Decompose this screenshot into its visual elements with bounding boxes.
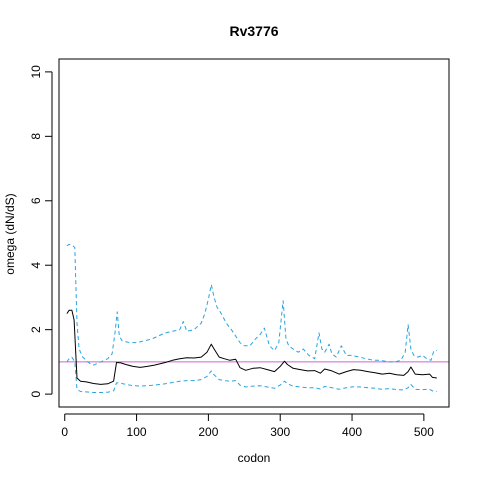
x-tick-label: 400 [342,425,362,439]
x-axis: 0 100 200 300 400 500 [61,413,434,439]
y-axis: 0 2 4 6 8 10 [29,65,53,397]
y-tick-label: 8 [29,133,43,140]
y-tick-label: 2 [29,326,43,333]
x-tick-label: 500 [414,425,434,439]
x-tick-label: 200 [198,425,218,439]
y-axis-label: omega (dN/dS) [3,193,17,274]
x-tick-label: 100 [127,425,147,439]
chart-title: Rv3776 [229,23,278,39]
estimate-line [66,309,437,385]
y-tick-label: 0 [29,390,43,397]
plot-frame [58,58,450,408]
upper-bound-line [66,243,437,366]
y-tick-label: 4 [29,262,43,269]
x-tick-label: 0 [61,425,68,439]
y-tick-label: 10 [29,65,43,79]
lower-bound-line [66,356,437,393]
x-tick-label: 300 [270,425,290,439]
y-tick-label: 6 [29,197,43,204]
x-axis-label: codon [238,451,271,465]
